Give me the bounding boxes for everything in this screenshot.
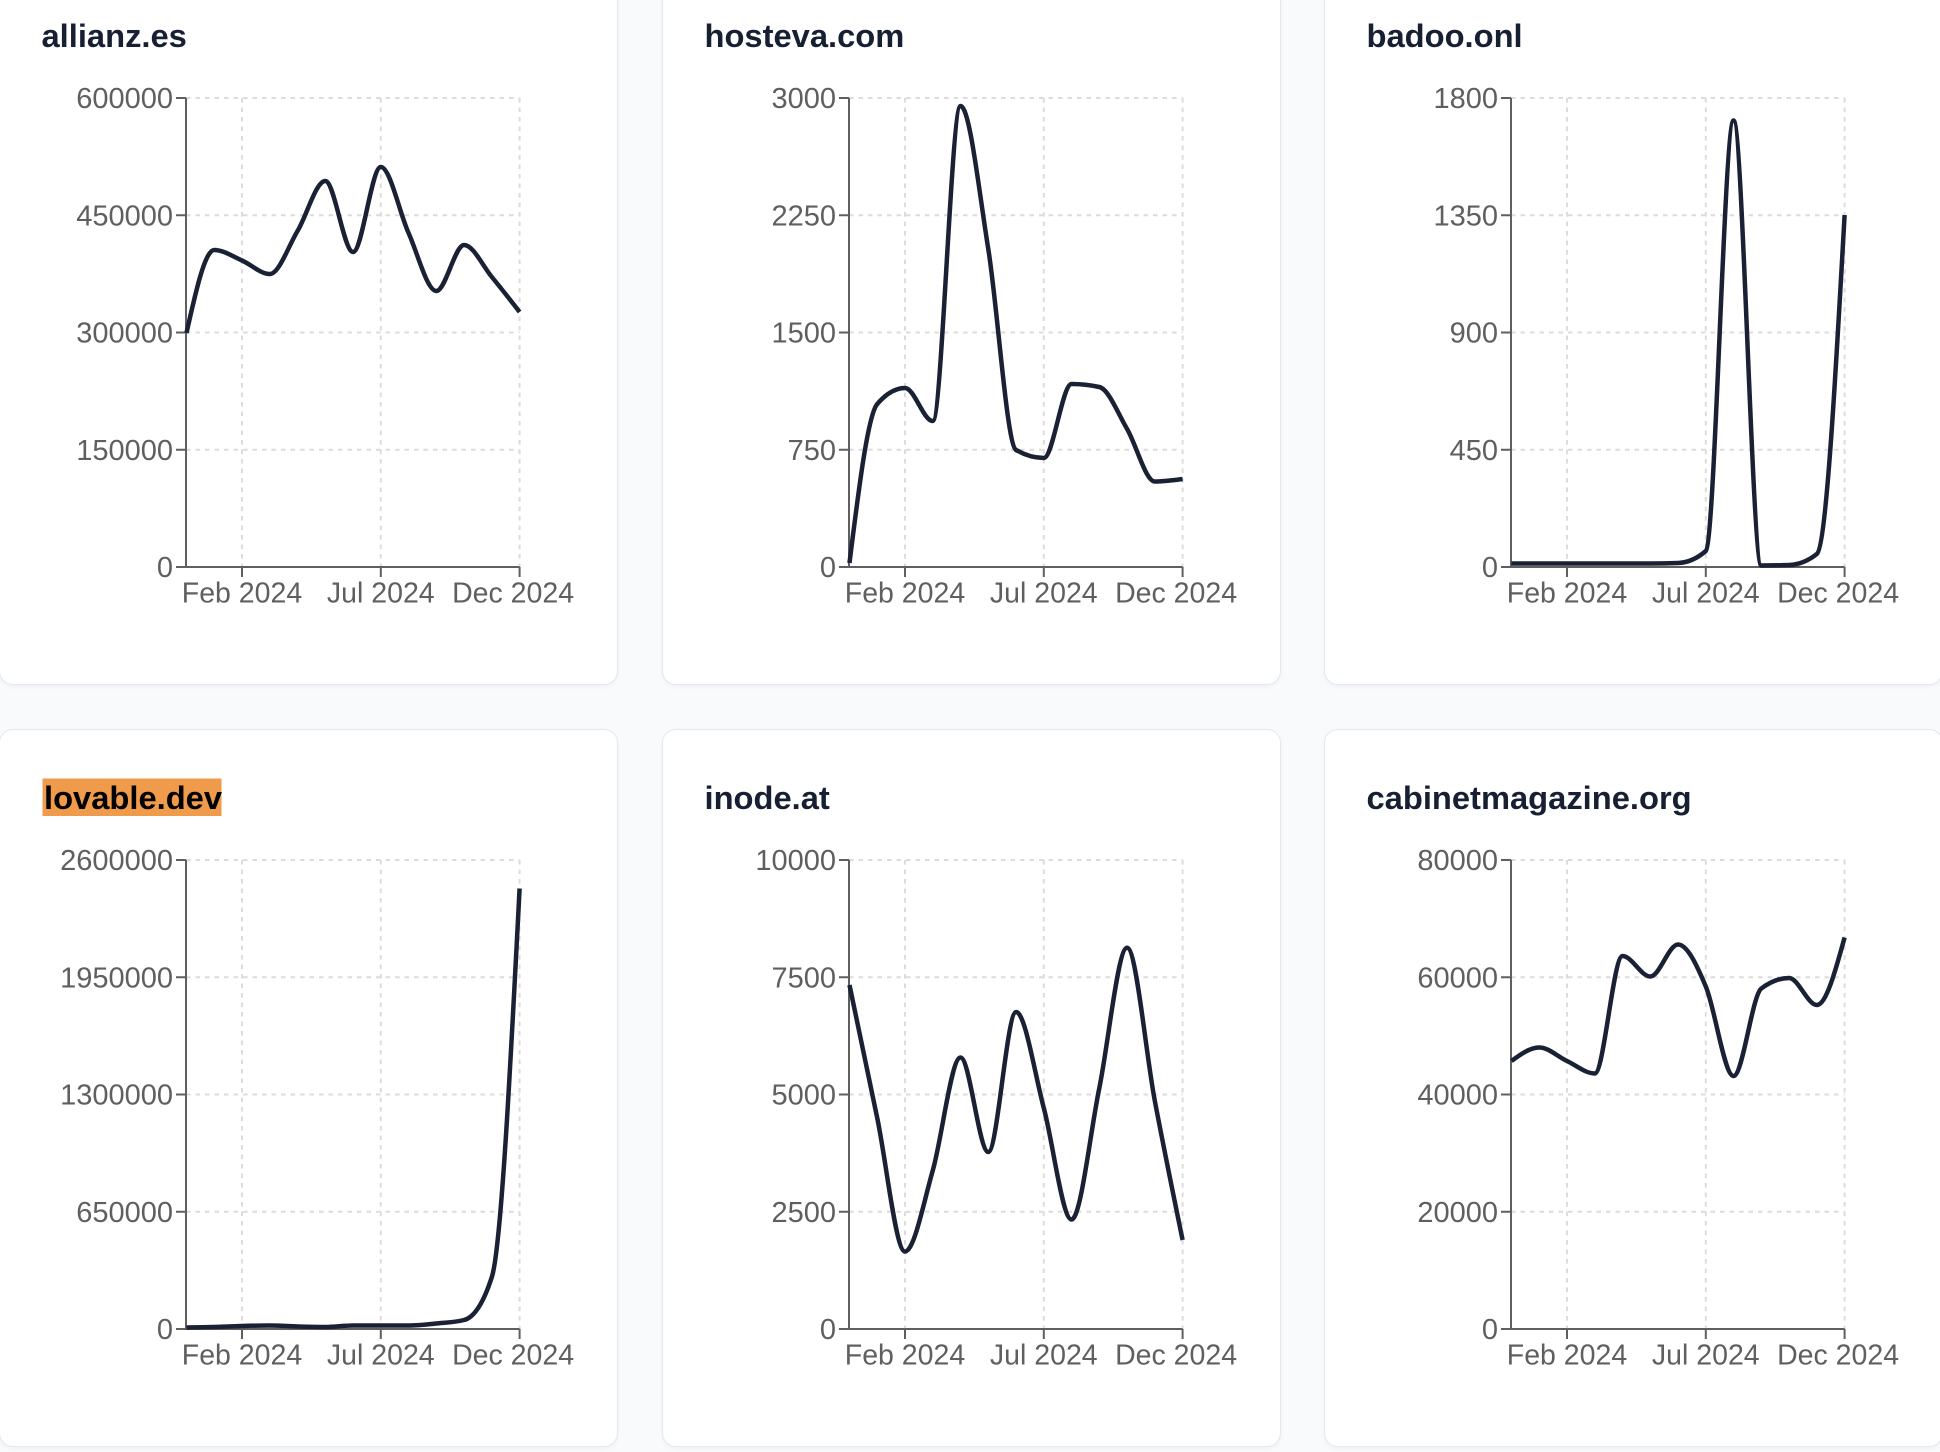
svg-text:Jul 2024: Jul 2024 [1651,577,1759,609]
svg-text:0: 0 [819,1314,835,1346]
svg-text:Jul 2024: Jul 2024 [326,577,434,609]
svg-text:300000: 300000 [76,317,173,349]
svg-text:Dec 2024: Dec 2024 [1777,577,1899,609]
svg-text:1500: 1500 [771,317,836,349]
svg-text:Jul 2024: Jul 2024 [989,577,1097,609]
svg-text:Dec 2024: Dec 2024 [1115,1339,1237,1371]
svg-text:40000: 40000 [1417,1079,1498,1111]
svg-text:1800: 1800 [1433,83,1498,115]
svg-text:2250: 2250 [771,200,836,232]
svg-text:Feb 2024: Feb 2024 [181,1339,302,1371]
svg-text:60000: 60000 [1417,962,1498,994]
svg-text:80000: 80000 [1417,845,1498,877]
svg-text:Jul 2024: Jul 2024 [326,1339,434,1371]
svg-text:Dec 2024: Dec 2024 [452,1339,574,1371]
svg-text:lovable.dev: lovable.dev [44,779,223,816]
svg-text:allianz.es: allianz.es [41,17,186,54]
svg-text:900: 900 [1449,317,1497,349]
svg-text:0: 0 [1481,1314,1497,1346]
svg-text:5000: 5000 [771,1079,836,1111]
svg-text:inode.at: inode.at [704,779,829,816]
svg-text:badoo.onl: badoo.onl [1366,17,1522,54]
svg-text:Feb 2024: Feb 2024 [844,577,965,609]
svg-text:Feb 2024: Feb 2024 [1506,577,1627,609]
svg-text:150000: 150000 [76,434,173,466]
svg-text:750: 750 [787,434,835,466]
svg-text:Dec 2024: Dec 2024 [452,577,574,609]
svg-text:Dec 2024: Dec 2024 [1115,577,1237,609]
svg-text:600000: 600000 [76,83,173,115]
svg-text:7500: 7500 [771,962,836,994]
svg-text:10000: 10000 [755,845,836,877]
svg-text:0: 0 [819,552,835,584]
svg-text:1950000: 1950000 [60,962,173,994]
svg-text:Jul 2024: Jul 2024 [989,1339,1097,1371]
svg-text:0: 0 [1481,552,1497,584]
svg-text:Feb 2024: Feb 2024 [181,577,302,609]
svg-text:Jul 2024: Jul 2024 [1651,1339,1759,1371]
svg-text:Feb 2024: Feb 2024 [1506,1339,1627,1371]
svg-text:2500: 2500 [771,1196,836,1228]
svg-text:cabinetmagazine.org: cabinetmagazine.org [1366,779,1691,816]
svg-text:2600000: 2600000 [60,845,173,877]
svg-text:650000: 650000 [76,1196,173,1228]
svg-text:0: 0 [156,552,172,584]
svg-text:Dec 2024: Dec 2024 [1777,1339,1899,1371]
svg-text:450000: 450000 [76,200,173,232]
svg-text:0: 0 [156,1314,172,1346]
svg-text:1300000: 1300000 [60,1079,173,1111]
svg-text:hosteva.com: hosteva.com [704,17,904,54]
svg-text:1350: 1350 [1433,200,1498,232]
svg-text:20000: 20000 [1417,1196,1498,1228]
svg-text:450: 450 [1449,434,1497,466]
svg-text:Feb 2024: Feb 2024 [844,1339,965,1371]
svg-text:3000: 3000 [771,83,836,115]
